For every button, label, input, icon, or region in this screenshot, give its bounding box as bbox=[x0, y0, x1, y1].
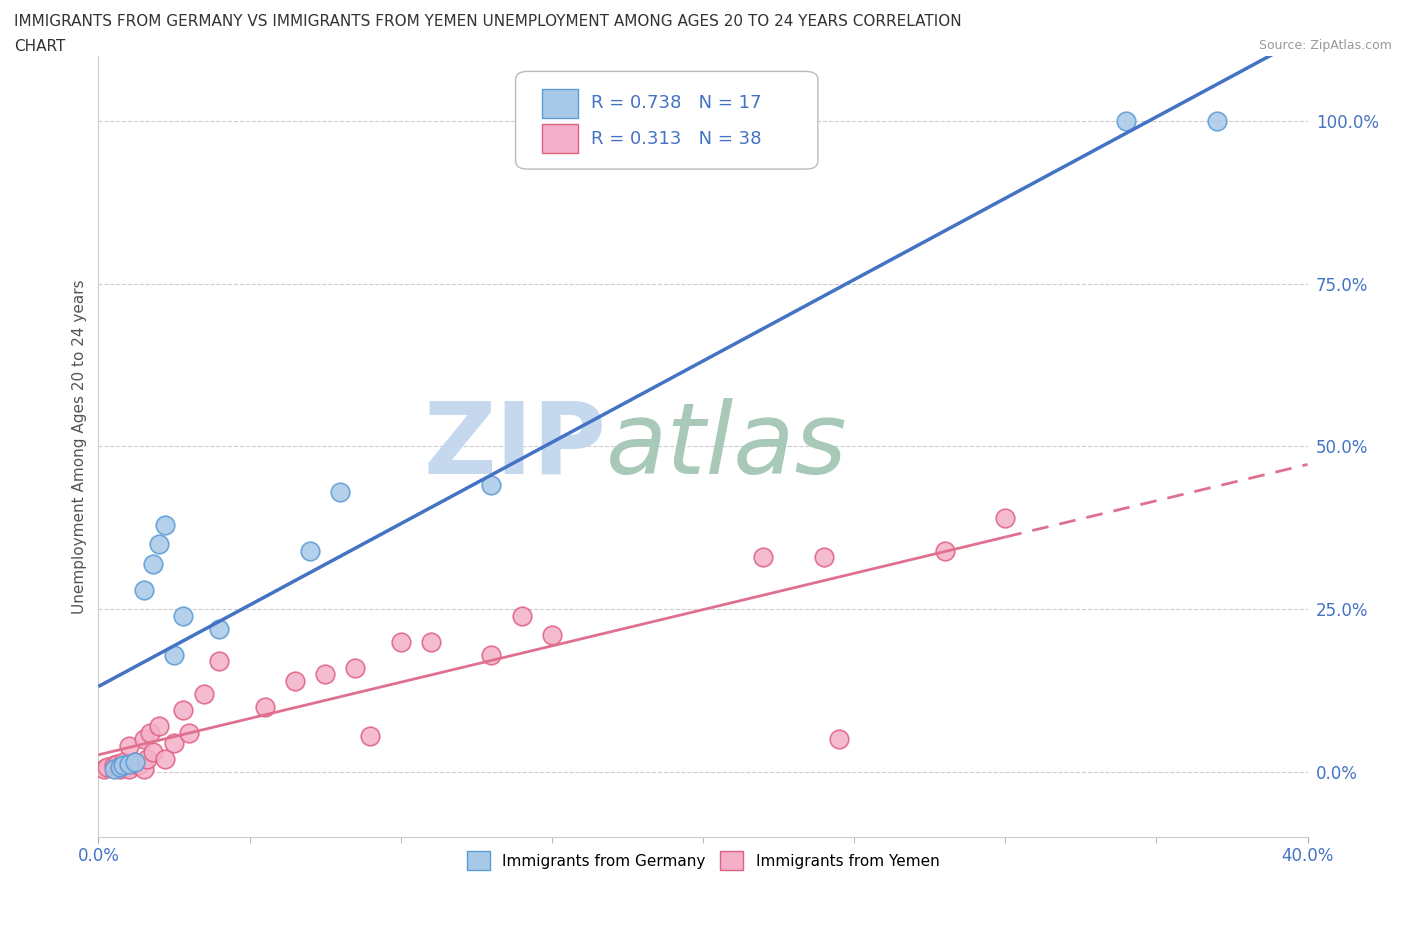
Point bbox=[994, 511, 1017, 525]
Point bbox=[813, 550, 835, 565]
Point bbox=[132, 582, 155, 597]
Point bbox=[420, 634, 443, 649]
Text: ZIP: ZIP bbox=[423, 398, 606, 495]
Text: R = 0.313   N = 38: R = 0.313 N = 38 bbox=[591, 129, 761, 148]
Point bbox=[510, 608, 533, 623]
Text: atlas: atlas bbox=[606, 398, 848, 495]
Point bbox=[135, 751, 157, 766]
Point bbox=[179, 725, 201, 740]
Point bbox=[111, 758, 134, 773]
Point bbox=[148, 719, 170, 734]
Point bbox=[172, 608, 194, 623]
Text: IMMIGRANTS FROM GERMANY VS IMMIGRANTS FROM YEMEN UNEMPLOYMENT AMONG AGES 20 TO 2: IMMIGRANTS FROM GERMANY VS IMMIGRANTS FR… bbox=[14, 14, 962, 29]
Point bbox=[329, 485, 352, 499]
Point bbox=[389, 634, 412, 649]
Point bbox=[124, 755, 146, 770]
Point bbox=[253, 699, 276, 714]
Point bbox=[132, 732, 155, 747]
Point bbox=[163, 736, 186, 751]
Point bbox=[118, 761, 141, 776]
Point bbox=[481, 478, 503, 493]
Point bbox=[105, 757, 128, 772]
Point bbox=[142, 745, 165, 760]
Point bbox=[193, 686, 215, 701]
FancyBboxPatch shape bbox=[516, 72, 818, 169]
Point bbox=[934, 543, 956, 558]
Point bbox=[132, 761, 155, 776]
Text: Source: ZipAtlas.com: Source: ZipAtlas.com bbox=[1258, 39, 1392, 52]
Point bbox=[828, 732, 851, 747]
Y-axis label: Unemployment Among Ages 20 to 24 years: Unemployment Among Ages 20 to 24 years bbox=[72, 279, 87, 614]
Text: CHART: CHART bbox=[14, 39, 66, 54]
Point bbox=[139, 725, 162, 740]
Point bbox=[118, 738, 141, 753]
Point bbox=[299, 543, 322, 558]
Point bbox=[1206, 113, 1229, 128]
Point bbox=[163, 647, 186, 662]
Point bbox=[153, 517, 176, 532]
Point bbox=[142, 556, 165, 571]
Point bbox=[208, 621, 231, 636]
Legend: Immigrants from Germany, Immigrants from Yemen: Immigrants from Germany, Immigrants from… bbox=[461, 845, 945, 876]
Point bbox=[314, 667, 336, 682]
Point bbox=[481, 647, 503, 662]
Point bbox=[108, 761, 131, 776]
Point bbox=[208, 654, 231, 669]
Point bbox=[114, 759, 136, 774]
Point bbox=[108, 759, 131, 774]
Point bbox=[93, 761, 115, 776]
Point bbox=[284, 673, 307, 688]
Point bbox=[172, 703, 194, 718]
Text: R = 0.738   N = 17: R = 0.738 N = 17 bbox=[591, 95, 761, 113]
Point bbox=[111, 755, 134, 770]
Point bbox=[127, 758, 149, 773]
Point bbox=[752, 550, 775, 565]
Point bbox=[103, 761, 125, 776]
FancyBboxPatch shape bbox=[543, 88, 578, 118]
Point bbox=[96, 759, 118, 774]
Point bbox=[153, 751, 176, 766]
Point bbox=[118, 757, 141, 772]
Point bbox=[124, 755, 146, 770]
Point bbox=[148, 537, 170, 551]
Point bbox=[1115, 113, 1137, 128]
Point bbox=[103, 758, 125, 773]
Point bbox=[540, 628, 562, 643]
Point bbox=[344, 660, 367, 675]
Point bbox=[360, 729, 382, 744]
FancyBboxPatch shape bbox=[543, 124, 578, 153]
